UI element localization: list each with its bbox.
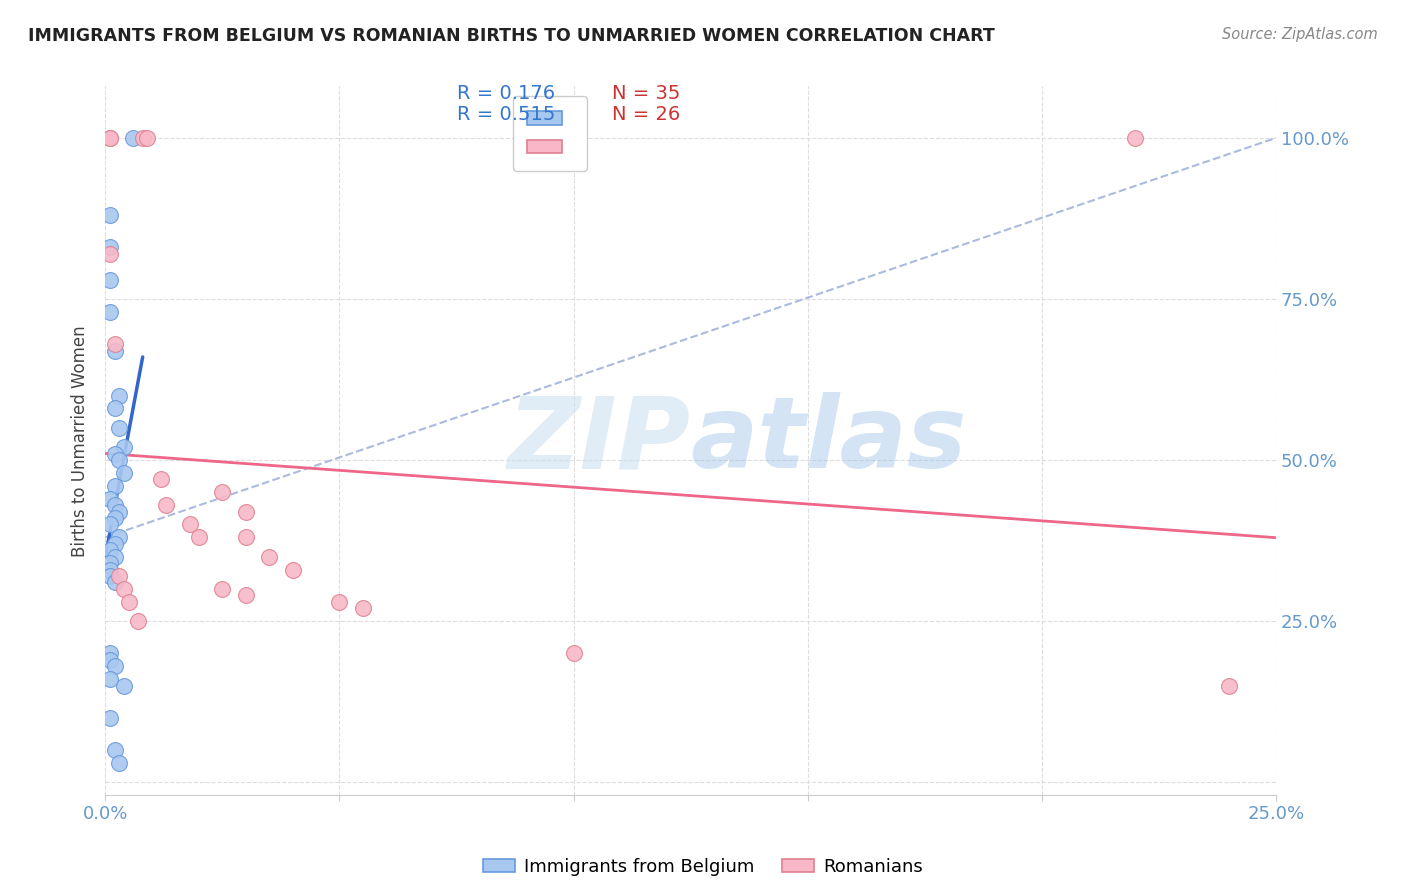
Point: [98, 273, 121, 287]
Point: [103, 743, 125, 757]
Point: [103, 447, 125, 461]
Y-axis label: Births to Unmarried Women: Births to Unmarried Women: [72, 325, 89, 557]
Point: [98, 646, 121, 660]
Point: [112, 582, 135, 596]
Text: N = 26: N = 26: [612, 104, 681, 124]
Point: [211, 485, 233, 500]
Text: ZIP: ZIP: [508, 392, 690, 489]
Point: [108, 530, 131, 544]
Point: [211, 582, 233, 596]
Point: [108, 421, 131, 435]
Point: [257, 549, 280, 564]
Point: [103, 549, 125, 564]
Point: [117, 595, 139, 609]
Point: [131, 131, 153, 145]
Text: R = 0.176: R = 0.176: [457, 84, 555, 103]
Point: [98, 208, 121, 222]
Point: [122, 131, 145, 145]
Point: [155, 498, 177, 512]
Point: [235, 530, 257, 544]
Point: [98, 556, 121, 570]
Point: [108, 505, 131, 519]
Legend: , : ,: [513, 96, 588, 171]
Point: [562, 646, 585, 660]
Point: [98, 491, 121, 506]
Point: [1125, 131, 1147, 145]
Point: [98, 240, 121, 254]
Point: [112, 466, 135, 480]
Point: [103, 337, 125, 351]
Point: [103, 479, 125, 493]
Point: [98, 247, 121, 261]
Point: [98, 563, 121, 577]
Point: [187, 530, 209, 544]
Point: [98, 131, 121, 145]
Point: [352, 601, 374, 615]
Point: [98, 653, 121, 667]
Point: [108, 389, 131, 403]
Point: [98, 131, 121, 145]
Text: R = 0.515: R = 0.515: [457, 104, 555, 124]
Point: [103, 343, 125, 358]
Point: [103, 511, 125, 525]
Text: Source: ZipAtlas.com: Source: ZipAtlas.com: [1222, 27, 1378, 42]
Point: [98, 672, 121, 686]
Point: [179, 517, 201, 532]
Legend: Immigrants from Belgium, Romanians: Immigrants from Belgium, Romanians: [475, 851, 931, 883]
Point: [235, 588, 257, 602]
Point: [103, 498, 125, 512]
Text: atlas: atlas: [690, 392, 967, 489]
Point: [1218, 679, 1240, 693]
Point: [150, 472, 173, 486]
Point: [281, 563, 304, 577]
Text: N = 35: N = 35: [612, 84, 681, 103]
Point: [112, 679, 135, 693]
Point: [103, 575, 125, 590]
Point: [98, 517, 121, 532]
Point: [103, 659, 125, 673]
Point: [98, 711, 121, 725]
Text: IMMIGRANTS FROM BELGIUM VS ROMANIAN BIRTHS TO UNMARRIED WOMEN CORRELATION CHART: IMMIGRANTS FROM BELGIUM VS ROMANIAN BIRT…: [28, 27, 995, 45]
Point: [108, 569, 131, 583]
Point: [328, 595, 350, 609]
Point: [235, 505, 257, 519]
Point: [136, 131, 159, 145]
Point: [103, 401, 125, 416]
Point: [112, 440, 135, 454]
Point: [98, 569, 121, 583]
Point: [108, 453, 131, 467]
Point: [98, 543, 121, 558]
Point: [127, 614, 149, 628]
Point: [98, 305, 121, 319]
Point: [108, 756, 131, 770]
Point: [103, 537, 125, 551]
